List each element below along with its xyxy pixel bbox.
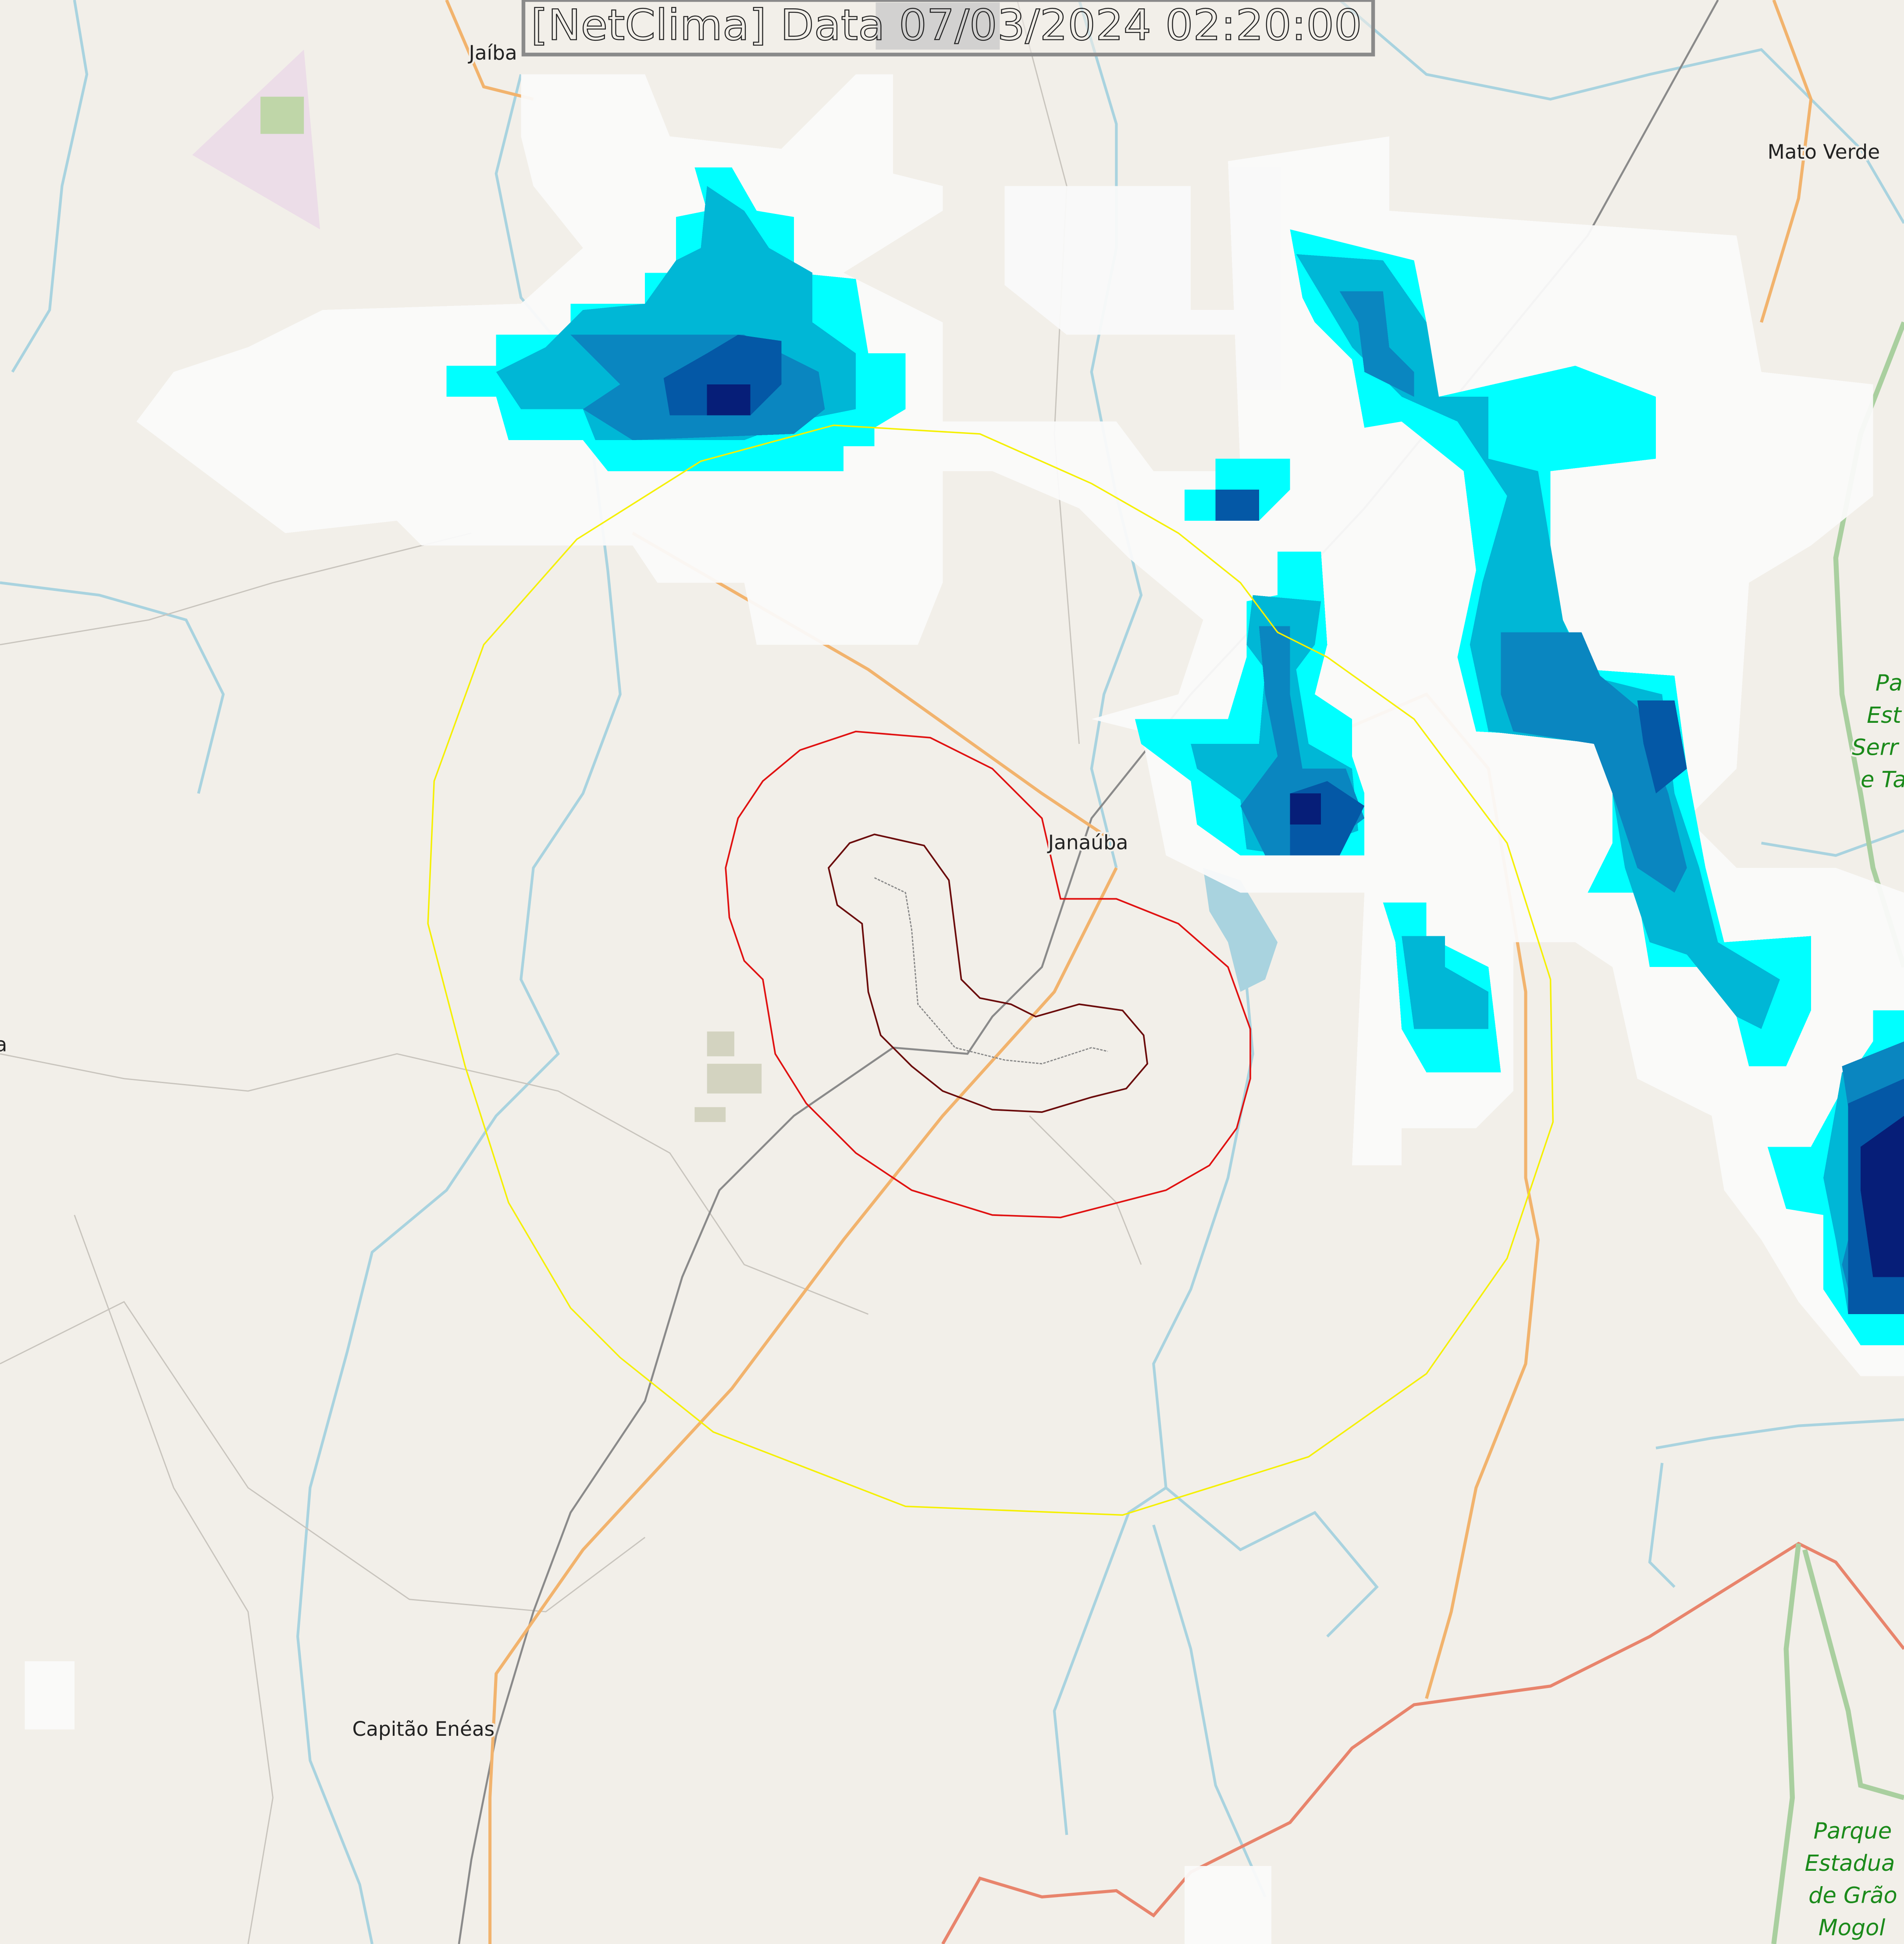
reservoir [1203,867,1278,992]
park-label-grao-mogol: Parque Estadua de Grão Mogol [1803,1816,1899,1943]
timestamp-highlight [875,2,1000,50]
timestamp-banner: [NetClima] Data 07/03/2024 02:20:00 [521,0,1375,57]
place-label-jaiba: Jaíba [467,41,517,64]
storm-track [874,877,1108,1065]
park-label-line: Est [1867,703,1902,729]
place-label-janauba: Janaúba [1047,831,1128,854]
timestamp-title: [NetClima] Data 07/03/2024 02:20:00 [531,1,1362,50]
place-label-mato-verde: Mato Verde [1768,140,1880,163]
middle-warning-ring [725,730,1251,1219]
park-label-line: e Ta [1861,767,1904,793]
park-label-serra: Pa Est Serr e Ta [1850,668,1904,795]
trunk-road [941,1542,1904,1944]
place-label-capitao-eneas: Capitão Enéas [352,1717,495,1741]
radar-extreme [707,384,1904,1277]
park-label-line: Mogol [1819,1915,1886,1941]
park-label-line: de Grão [1808,1883,1897,1909]
urban-area [260,96,762,1122]
park-label-line: Estadua [1805,1851,1895,1876]
inner-alert-ring [827,833,1149,1113]
place-label-left-edge: a [0,1033,7,1056]
park-label-line: Pa [1876,670,1903,696]
outer-coverage-ring [427,424,1554,1516]
radar-echoes [25,74,1904,1944]
park-label-line: Parque [1813,1819,1892,1844]
park-label-line: Serr [1852,735,1900,761]
landuse-area [192,50,320,230]
